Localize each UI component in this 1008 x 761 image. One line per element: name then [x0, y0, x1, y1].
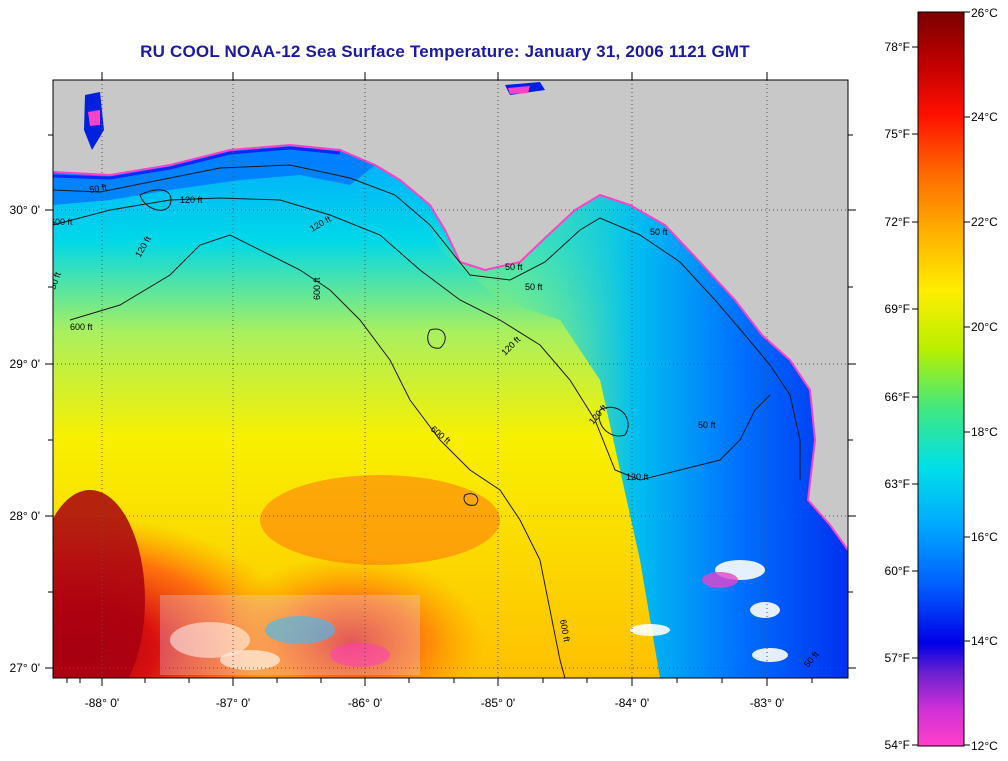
land-north-panhandle [53, 80, 848, 550]
fahrenheit-label: 75°F [885, 127, 910, 141]
lat-tick-label: 28° 0' [10, 509, 40, 523]
fahrenheit-label: 54°F [885, 738, 910, 752]
lon-tick-label: -83° 0' [750, 696, 784, 710]
longitude-labels: -88° 0' -87° 0' -86° 0' -85° 0' -84° 0' … [85, 696, 784, 710]
map-title: RU COOL NOAA-12 Sea Surface Temperature:… [140, 42, 750, 61]
lon-tick-label: -86° 0' [348, 696, 382, 710]
cloud-speckle [160, 560, 788, 675]
contour-label: 600 ft [558, 619, 572, 643]
contour-120ft [53, 197, 771, 481]
colorbar: 26°C 24°C 22°C 20°C 18°C 16°C 14°C 12°C … [885, 6, 999, 753]
contour-600ft [69, 234, 566, 678]
map-frame [52, 79, 849, 679]
celsius-label: 26°C [971, 6, 998, 20]
lat-tick-label: 30° 0' [10, 203, 40, 217]
cool-coastal-water [420, 195, 848, 678]
graticule [53, 80, 848, 678]
lon-tick-label: -84° 0' [615, 696, 649, 710]
fahrenheit-label: 57°F [885, 651, 910, 665]
coastline [53, 143, 848, 551]
contour-label: 50 ft [47, 270, 63, 290]
lon-tick-label: -85° 0' [481, 696, 515, 710]
celsius-label: 14°C [971, 634, 998, 648]
contour-label: 600 ft [50, 217, 73, 227]
fahrenheit-label: 63°F [885, 477, 910, 491]
lat-tick-label: 27° 0' [10, 661, 40, 675]
fahrenheit-label: 72°F [885, 215, 910, 229]
colorbar-gradient [917, 11, 965, 747]
latitude-labels: 30° 0' 29° 0' 28° 0' 27° 0' [10, 203, 40, 675]
contour-label: 600 ft [312, 277, 322, 300]
contour-label: 50 ft [525, 282, 543, 292]
contour-label: 50 ft [650, 227, 668, 237]
celsius-label: 16°C [971, 530, 998, 544]
celsius-label: 20°C [971, 320, 998, 334]
contour-label: 120 ft [626, 472, 649, 482]
sst-map: 120 ft 50 ft 600 ft 120 ft 50 ft 600 ft … [47, 80, 848, 678]
lon-tick-label: -88° 0' [85, 696, 119, 710]
celsius-label: 22°C [971, 215, 998, 229]
contour-label: 50 ft [89, 182, 108, 195]
fahrenheit-label: 66°F [885, 390, 910, 404]
map-ticks [45, 72, 856, 686]
fahrenheit-label: 69°F [885, 302, 910, 316]
bathymetry-contours [53, 164, 801, 678]
contour-label: 120 ft [180, 195, 203, 205]
minor-ticks [48, 134, 853, 683]
lon-tick-label: -87° 0' [216, 696, 250, 710]
contour-50ft [53, 164, 801, 480]
contour-label: 600 ft [70, 322, 93, 332]
fahrenheit-label: 60°F [885, 564, 910, 578]
contour-label: 50 ft [698, 420, 716, 430]
celsius-label: 12°C [971, 739, 998, 753]
celsius-label: 24°C [971, 110, 998, 124]
lat-tick-label: 29° 0' [10, 357, 40, 371]
fahrenheit-label: 78°F [885, 40, 910, 54]
contour-label: 50 ft [505, 262, 523, 272]
celsius-label: 18°C [971, 425, 998, 439]
